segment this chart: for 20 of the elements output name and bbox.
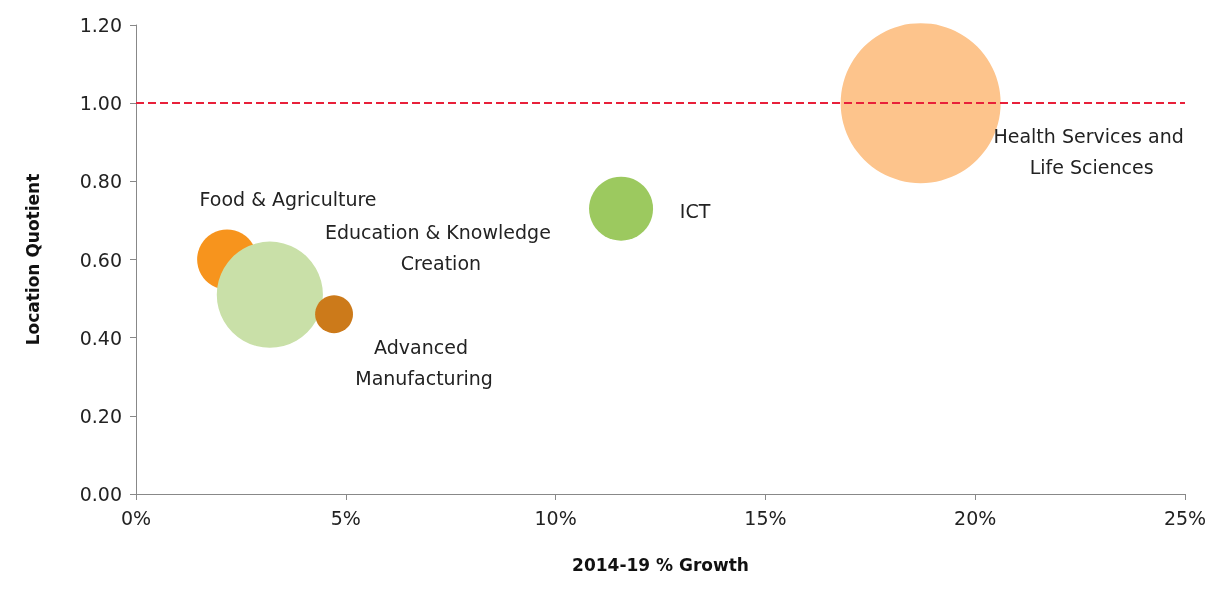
- series-label: Advanced Manufacturing: [355, 335, 493, 389]
- x-tick-label: 5%: [330, 506, 361, 529]
- x-axis-title: 2014-19 % Growth: [572, 554, 749, 575]
- y-tick-label: 0.40: [79, 326, 122, 349]
- series-label: ICT: [679, 199, 711, 222]
- y-tick-label: 0.60: [79, 248, 122, 271]
- y-tick-label: 1.20: [79, 14, 122, 36]
- series-label: Health Services and Life Sciences: [993, 124, 1190, 178]
- series-label: Education & Knowledge Creation: [324, 221, 551, 275]
- x-tick-label: 10%: [534, 506, 577, 529]
- x-tick-label: 20%: [954, 506, 997, 529]
- x-tick-label: 0%: [120, 506, 152, 529]
- x-tick-label: 25%: [1163, 506, 1207, 529]
- y-axis-title: Location Quotient: [22, 173, 43, 346]
- y-tick-label: 1.00: [79, 92, 122, 115]
- y-tick-label: 0.80: [79, 170, 122, 193]
- x-tick-label: 15%: [744, 506, 787, 529]
- series-label: Food & Agriculture: [199, 187, 377, 210]
- y-tick-label: 0.00: [79, 483, 122, 505]
- y-tick-label: 0.20: [79, 404, 122, 427]
